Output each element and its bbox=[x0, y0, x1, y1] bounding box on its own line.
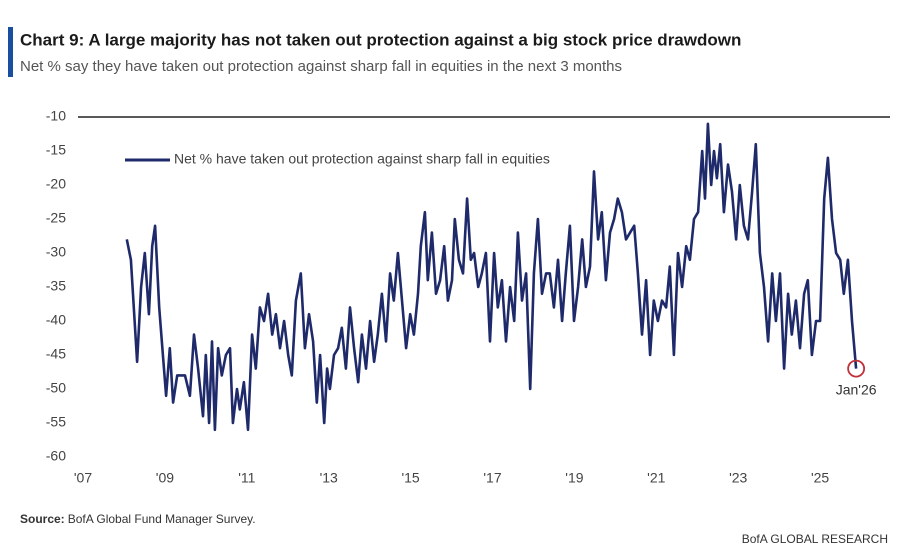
x-tick-label: '09 bbox=[156, 470, 174, 486]
source-text: BofA Global Fund Manager Survey. bbox=[68, 512, 256, 526]
x-tick-label: '15 bbox=[401, 470, 419, 486]
y-tick-label: -15 bbox=[46, 142, 66, 158]
title-accent bbox=[8, 27, 13, 77]
legend-label: Net % have taken out protection against … bbox=[174, 151, 550, 167]
y-tick-label: -40 bbox=[46, 312, 66, 328]
y-tick-label: -45 bbox=[46, 346, 66, 362]
x-tick-label: '17 bbox=[483, 470, 501, 486]
x-tick-label: '21 bbox=[647, 470, 665, 486]
y-tick-label: -30 bbox=[46, 244, 66, 260]
y-tick-label: -50 bbox=[46, 380, 66, 396]
y-tick-label: -20 bbox=[46, 176, 66, 192]
x-tick-label: '11 bbox=[238, 470, 255, 486]
y-tick-label: -10 bbox=[46, 108, 66, 124]
footer: BofA GLOBAL RESEARCH bbox=[742, 532, 888, 546]
source: Source: BofA Global Fund Manager Survey. bbox=[20, 512, 256, 526]
source-label: Source: bbox=[20, 512, 65, 526]
x-tick-label: '25 bbox=[811, 470, 829, 486]
x-tick-label: '13 bbox=[320, 470, 338, 486]
x-tick-label: '23 bbox=[729, 470, 747, 486]
annotation: Jan'26 bbox=[836, 381, 877, 397]
y-tick-label: -25 bbox=[46, 210, 66, 226]
chart-title: Chart 9: A large majority has not taken … bbox=[20, 30, 741, 49]
y-tick-label: -60 bbox=[46, 448, 66, 464]
y-tick-label: -35 bbox=[46, 278, 66, 294]
data-line bbox=[125, 122, 858, 432]
x-tick-label: '19 bbox=[565, 470, 583, 486]
y-tick-label: -55 bbox=[46, 414, 66, 430]
chart-subtitle: Net % say they have taken out protection… bbox=[20, 58, 622, 75]
highlight-circle bbox=[847, 359, 866, 378]
x-tick-label: '07 bbox=[74, 470, 92, 486]
